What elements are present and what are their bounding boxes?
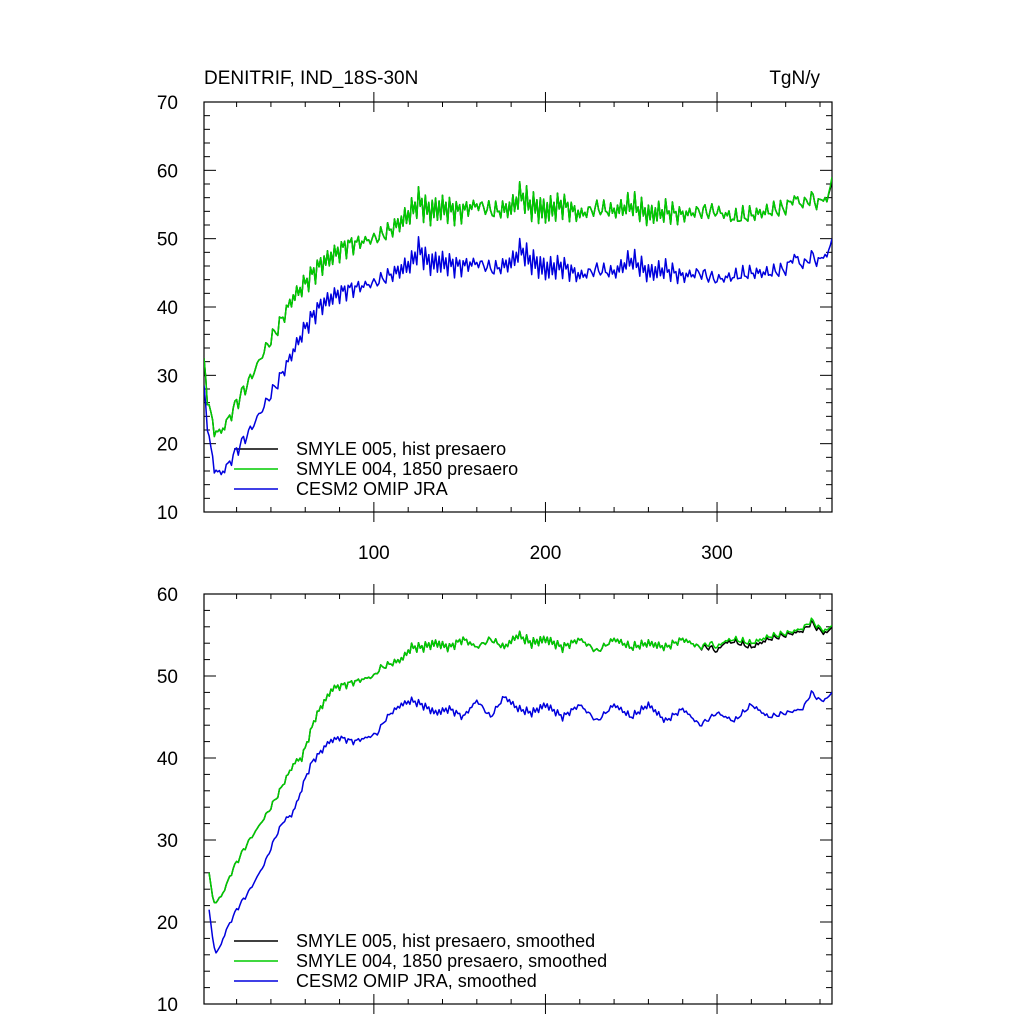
y-tick-label: 20 <box>157 435 178 456</box>
y-tick-label: 50 <box>157 230 178 251</box>
y-tick-label: 70 <box>157 93 178 114</box>
y-tick-label: 60 <box>157 161 178 182</box>
x-tick-label: 100 <box>358 543 390 564</box>
y-tick-label: 50 <box>157 667 178 688</box>
y-tick-label: 30 <box>157 366 178 387</box>
y-tick-label: 10 <box>157 503 178 524</box>
legend-label: SMYLE 004, 1850 presaero <box>296 459 518 479</box>
series-line <box>208 617 832 904</box>
y-tick-label: 60 <box>157 585 178 606</box>
bottom-panel: 10 20 30 40 50 60 SMYLE 005, hist presaero, sm… <box>157 584 833 1016</box>
legend-label: SMYLE 005, hist presaero <box>296 439 506 459</box>
legend-label: CESM2 OMIP JRA, smoothed <box>296 971 537 991</box>
series-line <box>204 177 832 438</box>
x-tick-label: 200 <box>530 543 562 564</box>
y-tick-label: 10 <box>157 995 178 1016</box>
chart-units: TgN/y <box>769 68 820 89</box>
legend-label: SMYLE 005, hist presaero, smoothed <box>296 931 595 951</box>
y-tick-label: 20 <box>157 913 178 934</box>
plot-frame <box>203 593 833 1005</box>
series-line <box>208 690 832 954</box>
y-tick-label: 30 <box>157 831 178 852</box>
legend-label: SMYLE 004, 1850 presaero, smoothed <box>296 951 607 971</box>
series-line <box>208 619 832 904</box>
y-tick-label: 40 <box>157 749 178 770</box>
legend-label: CESM2 OMIP JRA <box>296 479 448 499</box>
series-line <box>204 236 832 476</box>
top-panel: DENITRIF, IND_18S-30N TgN/y 100 200 300 10 2… <box>157 68 833 564</box>
y-tick-label: 40 <box>157 298 178 319</box>
x-tick-label: 300 <box>701 543 733 564</box>
chart-title: DENITRIF, IND_18S-30N <box>204 68 418 89</box>
